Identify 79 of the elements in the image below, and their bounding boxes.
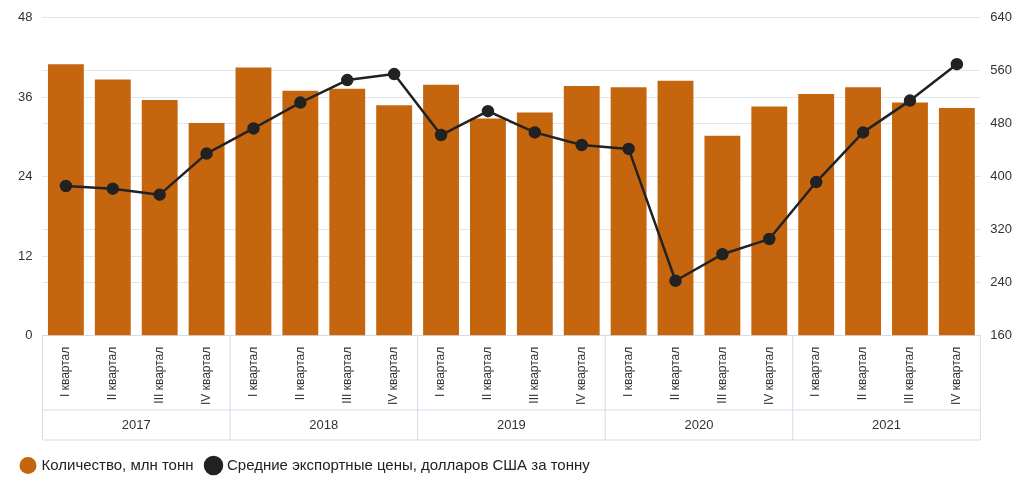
x-tick-label: II квартал [855, 346, 870, 401]
y-tick-label: 48 [17, 9, 33, 25]
legend-label: Количество, млн тонн [41, 455, 194, 473]
bar [47, 64, 84, 336]
bar [94, 79, 131, 336]
point [294, 96, 307, 109]
point [106, 182, 120, 195]
point [341, 73, 354, 87]
point [247, 122, 260, 135]
y2-tick-label: 160 [990, 327, 1013, 343]
bar [751, 106, 788, 336]
bar [938, 107, 975, 336]
x-tick-label: IV квартал [198, 346, 213, 406]
x-tick-label: I квартал [433, 346, 448, 397]
x-tick-label: I квартал [245, 346, 260, 397]
bar [845, 87, 882, 336]
y-tick-label: 12 [17, 247, 33, 263]
y2-tick-label: 560 [990, 62, 1013, 78]
bar [235, 67, 272, 336]
y2-tick-label: 240 [990, 274, 1013, 290]
x-tick-label: I квартал [808, 346, 823, 397]
bar [892, 102, 928, 336]
point [59, 179, 73, 193]
point [481, 104, 495, 118]
y2-tick-label: 480 [990, 115, 1013, 131]
y2-tick-label: 640 [990, 9, 1013, 25]
x-tick-label: IV квартал [761, 346, 776, 406]
y-tick-label: 36 [17, 88, 33, 104]
point [716, 248, 729, 261]
point [950, 57, 964, 71]
point [434, 128, 448, 142]
x-tick-label: II квартал [292, 346, 307, 401]
text: 2018 [309, 416, 339, 432]
point [575, 138, 588, 152]
point [528, 126, 542, 139]
bar [563, 86, 600, 336]
x-tick-label: IV квартал [949, 346, 964, 406]
bar [423, 84, 459, 336]
bar [329, 88, 366, 336]
y2-tick-label: 320 [990, 221, 1013, 237]
point [669, 274, 682, 287]
y-tick-label: 0 [25, 327, 33, 343]
y-tick-label: 24 [17, 168, 33, 184]
y2-tick-label: 400 [990, 168, 1013, 184]
x-tick-label: I квартал [620, 346, 635, 397]
bar [376, 105, 413, 336]
bar [610, 87, 647, 336]
text: 2021 [872, 416, 901, 432]
legend-label: Средние экспортные цены, долларов США за тонну [227, 455, 591, 473]
x-tick-label: III квартал [714, 346, 729, 404]
x-tick-label: IV квартал [574, 346, 589, 406]
bar [188, 123, 225, 336]
x-tick-label: I квартал [58, 346, 73, 397]
text: 2019 [496, 416, 526, 432]
x-tick-label: II квартал [480, 346, 495, 401]
bar [657, 80, 694, 336]
x-tick-label: III квартал [339, 346, 354, 404]
bar [516, 112, 553, 336]
point [153, 188, 166, 201]
x-tick-label: II квартал [105, 346, 120, 401]
point [856, 126, 870, 139]
x-tick-label: IV квартал [386, 346, 401, 406]
point [763, 232, 776, 246]
x-tick-label: III квартал [152, 346, 166, 404]
bar [704, 135, 741, 336]
bar [141, 99, 178, 336]
bar [282, 90, 319, 336]
point [387, 67, 401, 81]
point [903, 94, 917, 107]
x-tick-label: III квартал [527, 346, 542, 404]
point [622, 142, 635, 156]
text: 2020 [684, 416, 714, 432]
bar [470, 118, 506, 336]
x-tick-label: II квартал [667, 346, 682, 401]
bar [798, 93, 835, 336]
point [809, 175, 823, 189]
x-tick-label: III квартал [902, 346, 917, 404]
point [200, 147, 213, 160]
text: 2017 [121, 416, 151, 432]
